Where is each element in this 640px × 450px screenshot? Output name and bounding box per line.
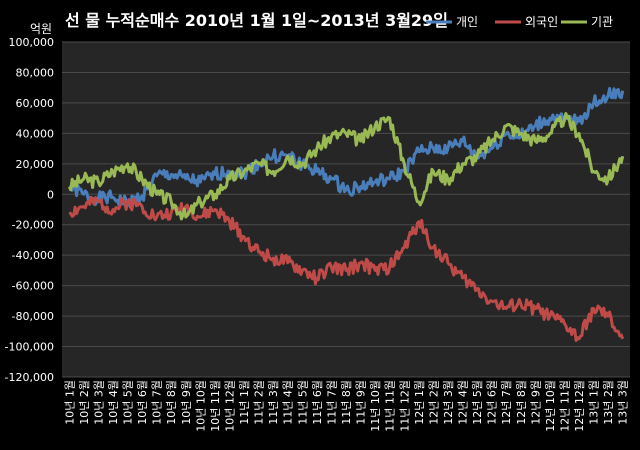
chart-title: 선 물 누적순매수 2010년 1월 1일~2013년 3월29일 [65,11,448,30]
x-tick-label: 11년 12월 [398,380,411,432]
x-tick-label: 13년 2월 [602,380,615,425]
x-tick-label: 10년 12월 [223,380,236,432]
x-tick-label: 11년 7월 [325,380,338,425]
x-tick-label: 12년 6월 [486,380,499,425]
x-tick-label: 13년 3월 [617,380,630,425]
y-tick-label: -60,000 [12,280,54,293]
legend-label: 기관 [591,15,613,29]
x-tick-label: 10년 4월 [107,380,120,425]
y-tick-label: -80,000 [12,310,54,323]
series-line-1 [68,195,625,342]
y-tick-label: 80,000 [16,66,55,79]
x-tick-label: 12년 9월 [529,380,542,425]
series-lines [67,87,625,342]
legend-label: 개인 [456,15,478,29]
y-tick-label: 0 [47,188,54,201]
x-tick-label: 10년 10월 [194,380,207,432]
unit-label: 억원 [30,22,52,36]
y-tick-label: 60,000 [16,97,55,110]
x-tick-label: 10년 9월 [180,380,193,425]
plot-area [62,42,630,377]
y-tick-label: -120,000 [5,371,54,384]
x-tick-label: 11년 5월 [296,380,309,425]
legend-label: 외국인 [525,15,558,29]
x-axis: 10년 1월 10년 2월 10년 3월 10년 4월 10년 5월 10년 6월 10년 … [63,380,629,432]
x-tick-label: 10년 8월 [165,380,178,425]
x-tick-label: 12년 3월 [442,380,455,425]
x-tick-label: 11년 8월 [340,380,353,425]
y-axis: 100,000 80,000 60,000 40,000 20,000 0 -20,000 -… [5,36,54,384]
x-tick-label: 10년 11월 [209,380,222,432]
x-tick-label: 12년 10월 [544,380,557,432]
x-tick-label: 10년 1월 [63,380,76,425]
y-tick-label: -40,000 [12,249,54,262]
y-tick-label: -20,000 [12,219,54,232]
x-tick-label: 12년 4월 [457,380,470,425]
x-tick-label: 11년 6월 [311,380,324,425]
series-line-0 [69,87,625,209]
grid [62,41,630,378]
series-line-2 [67,112,625,221]
x-tick-label: 12년 7월 [500,380,513,425]
x-tick-label: 13년 1월 [588,380,601,425]
x-tick-label: 12년 8월 [515,380,528,425]
x-tick-label: 10년 5월 [122,380,135,425]
x-tick-label: 10년 7월 [151,380,164,425]
x-tick-label: 11년 4월 [282,380,295,425]
x-tick-label: 10년 3월 [92,380,105,425]
x-tick-label: 11년 10월 [369,380,382,432]
x-tick-label: 11년 9월 [355,380,368,425]
x-tick-label: 11년 11월 [384,380,397,432]
x-tick-label: 10년 6월 [136,380,149,425]
x-tick-label: 11년 3월 [267,380,280,425]
x-tick-label: 12년 11월 [558,380,571,432]
y-tick-label: 20,000 [16,158,55,171]
legend: 개인 외국인 기관 [426,15,613,29]
x-tick-label: 12년 1월 [413,380,426,425]
x-tick-label: 12년 5월 [471,380,484,425]
x-tick-label: 12년 2월 [427,380,440,425]
x-tick-label: 11년 1월 [238,380,251,425]
x-tick-label: 11년 2월 [253,380,266,425]
y-tick-label: -100,000 [5,341,54,354]
y-tick-label: 40,000 [16,127,55,140]
x-tick-label: 10년 2월 [78,380,91,425]
y-tick-label: 100,000 [9,36,55,49]
x-tick-label: 12년 12월 [573,380,586,432]
